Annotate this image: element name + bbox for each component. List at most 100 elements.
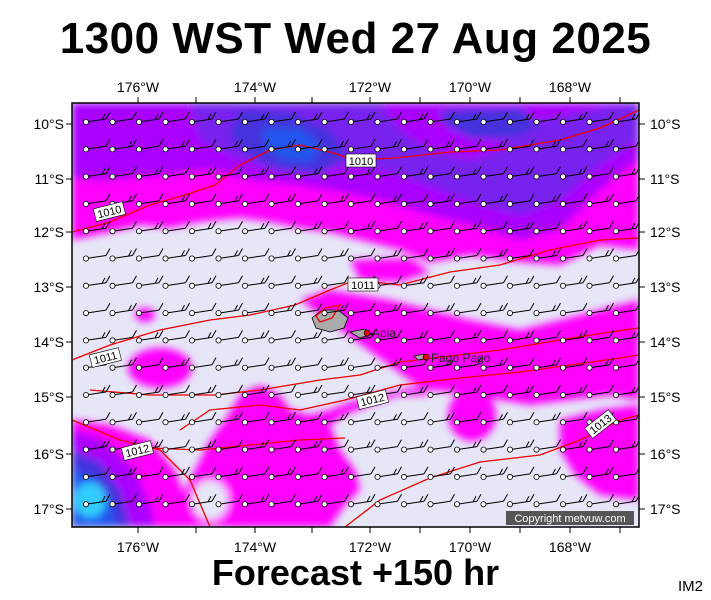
wind-station-dot (162, 310, 169, 317)
wind-barb-feather (211, 220, 217, 229)
wind-barb-feather (370, 384, 376, 393)
wind-barb-shaft (218, 364, 239, 369)
wind-barb-feather (529, 193, 535, 202)
wind-barb-shaft (589, 500, 610, 505)
wind-station-dot (453, 501, 460, 508)
wind-barb-shaft (589, 473, 610, 478)
wind-barb-feather (291, 493, 296, 502)
wind-station-dot (241, 282, 248, 289)
wind-barb-feather (503, 493, 508, 502)
wind-barb-feather (499, 250, 503, 257)
wind-station-dot (400, 146, 407, 153)
wind-barb-shaft (403, 500, 425, 505)
wind-barb-feather (370, 139, 376, 147)
wind-barb-shaft (244, 309, 266, 314)
lat-label: 16°S (33, 446, 64, 462)
wind-barb-shaft (165, 255, 186, 259)
wind-barb-shaft (403, 118, 425, 123)
wind-barb-feather (450, 412, 455, 420)
wind-barb-shaft (165, 364, 186, 369)
wind-station-dot (480, 282, 487, 289)
wind-barb-feather (291, 439, 296, 447)
wind-barb-shaft (456, 173, 478, 178)
wind-barb-feather (529, 248, 535, 256)
wind-barb-shaft (377, 418, 398, 423)
wind-barb-shaft (297, 418, 319, 423)
wind-barb-feather (423, 220, 429, 229)
wind-station-dot (268, 282, 275, 289)
wind-barb-feather (605, 468, 609, 475)
wind-barb-feather (344, 357, 349, 365)
wind-barb-feather (185, 493, 190, 502)
lat-label: 10°S (33, 116, 64, 132)
wind-barb-shaft (350, 309, 372, 314)
wind-barb-feather (476, 275, 482, 284)
wind-station-dot (480, 446, 487, 453)
wind-station-dot (83, 364, 90, 371)
wind-barb-feather (525, 495, 530, 503)
wind-station-dot (135, 146, 142, 153)
wind-station-dot (241, 446, 248, 453)
wind-barb-feather (340, 195, 344, 202)
wind-barb-shaft (138, 418, 160, 423)
wind-station-dot (321, 310, 328, 317)
wind-barb-shaft (615, 200, 637, 205)
wind-barb-feather (476, 111, 482, 120)
wind-barb-feather (158, 193, 164, 202)
wind-station-dot (135, 173, 142, 180)
wind-barb-feather (578, 222, 583, 230)
wind-barb-shaft (403, 336, 425, 341)
wind-barb-shaft (112, 473, 133, 478)
wind-barb-feather (238, 302, 243, 311)
wind-station-dot (560, 419, 567, 426)
wind-barb-feather (582, 111, 588, 120)
wind-barb-feather (207, 113, 212, 120)
wind-barb-feather (556, 275, 561, 284)
wind-station-dot (480, 228, 487, 235)
wind-barb-feather (609, 220, 614, 229)
wind-barb-feather (635, 221, 639, 229)
wind-barb-shaft (112, 309, 133, 314)
wind-barb-shaft (509, 200, 531, 205)
wind-barb-shaft (536, 391, 557, 396)
wind-station-dot (347, 228, 354, 235)
wind-station-dot (135, 419, 142, 426)
wind-barb-feather (582, 357, 588, 365)
wind-station-dot (374, 255, 381, 262)
lat-labels-left: 10°S 11°S 12°S 13°S 14°S 15°S 16°S 17°S (33, 116, 64, 517)
wind-station-dot (215, 473, 222, 480)
wind-station-dot (241, 364, 248, 371)
wind-barb-shaft (297, 118, 319, 123)
wind-barb-feather (476, 166, 482, 174)
wind-barb-feather (419, 441, 424, 448)
wind-barb-feather (609, 111, 614, 120)
wind-station-dot (427, 364, 434, 371)
wind-station-dot (83, 200, 90, 207)
wind-barb-feather (635, 167, 639, 174)
wind-station-dot (613, 119, 620, 126)
wind-barb-feather (154, 168, 159, 175)
wind-barb-feather (317, 493, 323, 502)
wind-station-dot (162, 255, 169, 262)
wind-barb-shaft (562, 364, 584, 369)
wind-barb-shaft (350, 473, 372, 478)
wind-barb-feather (158, 166, 164, 174)
wind-barb-feather (260, 386, 265, 393)
wind-barb-shaft (218, 473, 239, 478)
wind-station-dot (241, 337, 248, 344)
wind-station-dot (241, 473, 248, 480)
wind-barb-feather (472, 441, 477, 448)
wind-barb-shaft (456, 473, 478, 478)
wind-barb-feather (556, 111, 561, 120)
wind-barb-feather (158, 220, 164, 229)
wind-barb-shaft (324, 418, 345, 423)
wind-barb-shaft (615, 336, 637, 341)
wind-barb-feather (446, 359, 450, 366)
wind-barb-shaft (377, 473, 398, 478)
wind-barb-shaft (509, 145, 531, 150)
wind-barb-shaft (615, 173, 637, 178)
wind-barb-shaft (165, 145, 186, 150)
wind-barb-feather (393, 414, 397, 421)
wind-barb-feather (158, 248, 164, 256)
wind-barb-feather (556, 330, 561, 338)
